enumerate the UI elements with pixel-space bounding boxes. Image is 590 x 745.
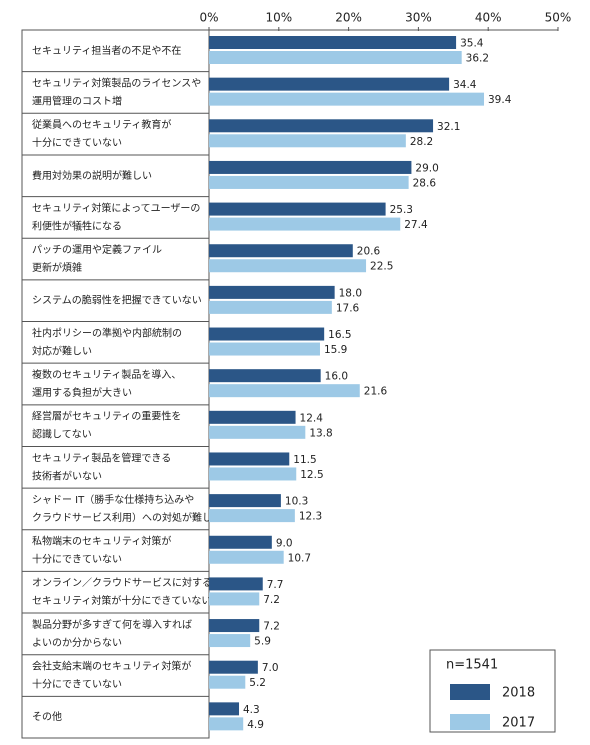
value-label: 11.5	[293, 454, 316, 466]
category-label: セキュリティ対策製品のライセンスや運用管理のコスト増	[32, 76, 201, 107]
category-label: 複数のセキュリティ製品を導入、運用する負担が大きい	[32, 368, 181, 399]
x-tick-label: 10%	[265, 11, 292, 25]
bar	[209, 675, 246, 689]
x-tick-label: 20%	[335, 11, 362, 25]
bar	[209, 494, 281, 508]
bar	[209, 300, 332, 314]
bar	[209, 577, 263, 591]
value-label: 13.8	[309, 427, 332, 439]
value-label: 18.0	[339, 287, 362, 299]
legend-label: 2017	[502, 716, 535, 731]
value-label: 35.4	[460, 38, 484, 50]
bar	[209, 119, 434, 133]
value-label: 34.4	[453, 79, 477, 91]
value-label: 7.0	[262, 662, 279, 674]
bar	[209, 634, 251, 648]
value-label: 16.0	[325, 371, 348, 383]
value-label: 12.4	[300, 412, 324, 424]
bar	[209, 384, 360, 398]
bar	[209, 342, 320, 356]
legend-swatch	[450, 714, 490, 730]
value-label: 28.6	[413, 177, 437, 189]
category-label: セキュリティ製品を管理できる技術者がいない	[32, 451, 171, 482]
value-label: 17.6	[336, 302, 360, 314]
x-tick-label: 40%	[475, 11, 502, 25]
bar	[209, 259, 367, 273]
value-label: 7.2	[263, 621, 280, 633]
value-label: 12.5	[300, 469, 323, 481]
category-label: オンライン／クラウドサービスに対するセキュリティ対策が十分にできていない	[32, 576, 212, 607]
bar	[209, 217, 401, 231]
category-label: シャドー IT（勝手な仕様持ち込みやクラウドサービス利用）への対処が難しい	[32, 493, 222, 524]
value-label: 12.3	[299, 511, 322, 523]
bar	[209, 535, 272, 549]
value-label: 39.4	[488, 94, 512, 106]
bar	[209, 509, 295, 523]
category-label: パッチの運用や定義ファイル更新が煩雑	[32, 243, 162, 274]
value-label: 5.2	[249, 677, 266, 689]
bar	[209, 467, 297, 481]
annotation: n=1541	[446, 658, 498, 673]
value-label: 28.2	[410, 136, 433, 148]
value-label: 10.3	[285, 496, 308, 508]
x-tick-label: 0%	[199, 11, 218, 25]
category-label: 会社支給末端のセキュリティ対策が十分にできていない	[32, 660, 191, 691]
x-tick-label: 30%	[405, 11, 432, 25]
bar	[209, 660, 258, 674]
value-label: 16.5	[328, 329, 351, 341]
value-label: 36.2	[466, 53, 489, 65]
category-label: その他	[32, 710, 62, 723]
bar	[209, 77, 450, 91]
bar	[209, 410, 296, 424]
value-label: 20.6	[357, 246, 381, 258]
bar	[209, 202, 386, 216]
bar	[209, 175, 409, 189]
category-label: 社内ポリシーの準拠や内部統制の対応が難しい	[32, 326, 182, 357]
value-label: 7.2	[263, 594, 280, 606]
bar	[209, 51, 462, 64]
value-label: 27.4	[404, 219, 428, 231]
category-label: 従業員へのセキュリティ教育が十分にできていない	[32, 118, 171, 149]
category-label: 費用対効果の説明が難しい	[32, 169, 152, 182]
bar	[209, 160, 412, 174]
bar	[209, 592, 260, 606]
bar	[209, 36, 457, 49]
category-label: セキュリティ担当者の不足や不在	[32, 44, 181, 57]
bar	[209, 425, 306, 439]
value-label: 4.9	[247, 719, 264, 731]
value-label: 25.3	[390, 204, 413, 216]
bar	[209, 702, 240, 716]
value-label: 9.0	[276, 537, 293, 549]
x-tick-label: 50%	[545, 11, 572, 25]
bar	[209, 452, 290, 466]
value-label: 5.9	[254, 636, 271, 648]
bar	[209, 244, 353, 258]
bar	[209, 134, 406, 148]
label-frame	[21, 29, 210, 739]
bar	[209, 369, 321, 383]
legend-swatch	[450, 684, 490, 700]
bar	[209, 717, 244, 731]
category-label: 私物端末のセキュリティ対策が十分にできていない	[32, 535, 171, 566]
value-label: 29.0	[415, 162, 438, 174]
legend-label: 2018	[502, 686, 535, 701]
bar	[209, 92, 485, 106]
value-label: 7.7	[267, 579, 284, 591]
bar	[209, 619, 260, 633]
category-label: 製品分野が多すぎて何を導入すればよいのか分からない	[32, 618, 192, 649]
category-label: セキュリティ対策によってユーザーの利便性が犠牲になる	[32, 201, 200, 232]
bar	[209, 327, 325, 341]
value-label: 32.1	[437, 121, 460, 133]
bar	[209, 550, 284, 564]
value-label: 22.5	[370, 261, 393, 273]
value-label: 10.7	[288, 552, 311, 564]
value-label: 21.6	[364, 386, 388, 398]
category-label: システムの脆弱性を把握できていない	[32, 294, 202, 307]
category-label: 経営層がセキュリティの重要性を認識してない	[32, 410, 181, 441]
value-label: 15.9	[324, 344, 347, 356]
value-label: 4.3	[243, 704, 260, 716]
bar	[209, 285, 335, 299]
